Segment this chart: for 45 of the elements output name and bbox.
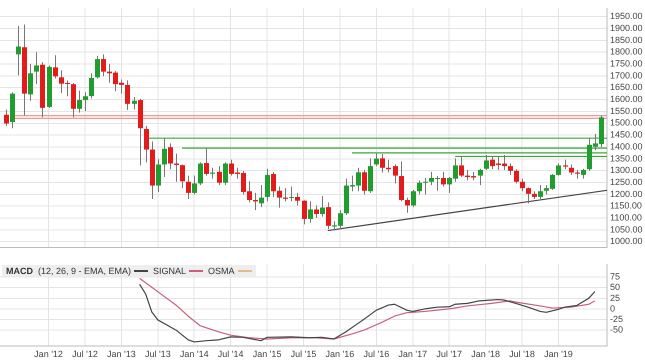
- x-tick-label: Jul '16: [363, 349, 390, 360]
- x-tick-label: Jan '16: [326, 349, 354, 360]
- x-tick-label: Jul '15: [290, 349, 316, 360]
- legend-label: (12, 26, 9 - EMA, EMA): [38, 266, 132, 276]
- x-tick-label: Jul '17: [436, 349, 462, 360]
- y-tick-label: 75: [610, 272, 620, 282]
- x-tick-label: Jan '15: [252, 349, 282, 360]
- x-tick-label: Jul '14: [218, 349, 244, 360]
- y-tick-label: 1000.00: [610, 236, 643, 246]
- x-tick-label: Jan '17: [398, 349, 428, 360]
- x-tick-label: Jan '18: [471, 349, 500, 360]
- y-tick-label: 1050.00: [610, 224, 643, 234]
- y-tick-label: 1150.00: [610, 200, 642, 211]
- y-tick-label: -25: [610, 314, 624, 324]
- x-tick-label: Jul '18: [509, 349, 535, 360]
- y-tick-label: 1300.00: [610, 165, 643, 176]
- y-tick-label: 50: [610, 282, 620, 292]
- y-tick-label: 1400.00: [610, 141, 643, 152]
- legend-label: OSMA: [208, 266, 235, 276]
- y-tick-label: 25: [610, 292, 620, 303]
- y-tick-label: 1800.00: [610, 46, 643, 57]
- y-tick-label: 1850.00: [610, 34, 643, 45]
- y-tick-label: 1350.00: [610, 153, 643, 164]
- x-tick-label: Jan '19: [544, 349, 573, 360]
- y-tick-label: 1250.00: [610, 176, 643, 187]
- x-tick-label: Jan '14: [180, 349, 209, 360]
- y-tick-label: 1600.00: [610, 94, 643, 104]
- y-tick-label: 1450.00: [610, 130, 643, 140]
- y-tick-label: 1100.00: [610, 212, 642, 222]
- y-tick-label: 1650.00: [610, 82, 643, 92]
- y-tick-label: 1500.00: [610, 118, 643, 128]
- y-tick-label: 1550.00: [610, 106, 643, 116]
- y-tick-label: -50: [610, 324, 624, 335]
- y-tick-label: 1200.00: [610, 188, 643, 199]
- y-tick-label: 1950.00: [610, 11, 643, 22]
- y-tick-label: 1700.00: [610, 70, 643, 80]
- x-tick-label: Jan '12: [34, 349, 63, 360]
- y-tick-label: 1900.00: [610, 23, 643, 34]
- y-tick-label: 0: [610, 303, 616, 314]
- y-tick-label: 1750.00: [610, 58, 643, 69]
- legend-label: SIGNAL: [153, 266, 186, 276]
- x-tick-label: Jan '13: [107, 349, 136, 360]
- x-tick-label: Jul '13: [144, 349, 171, 360]
- legend-title: MACD: [6, 266, 33, 276]
- x-tick-label: Jul '12: [72, 349, 98, 360]
